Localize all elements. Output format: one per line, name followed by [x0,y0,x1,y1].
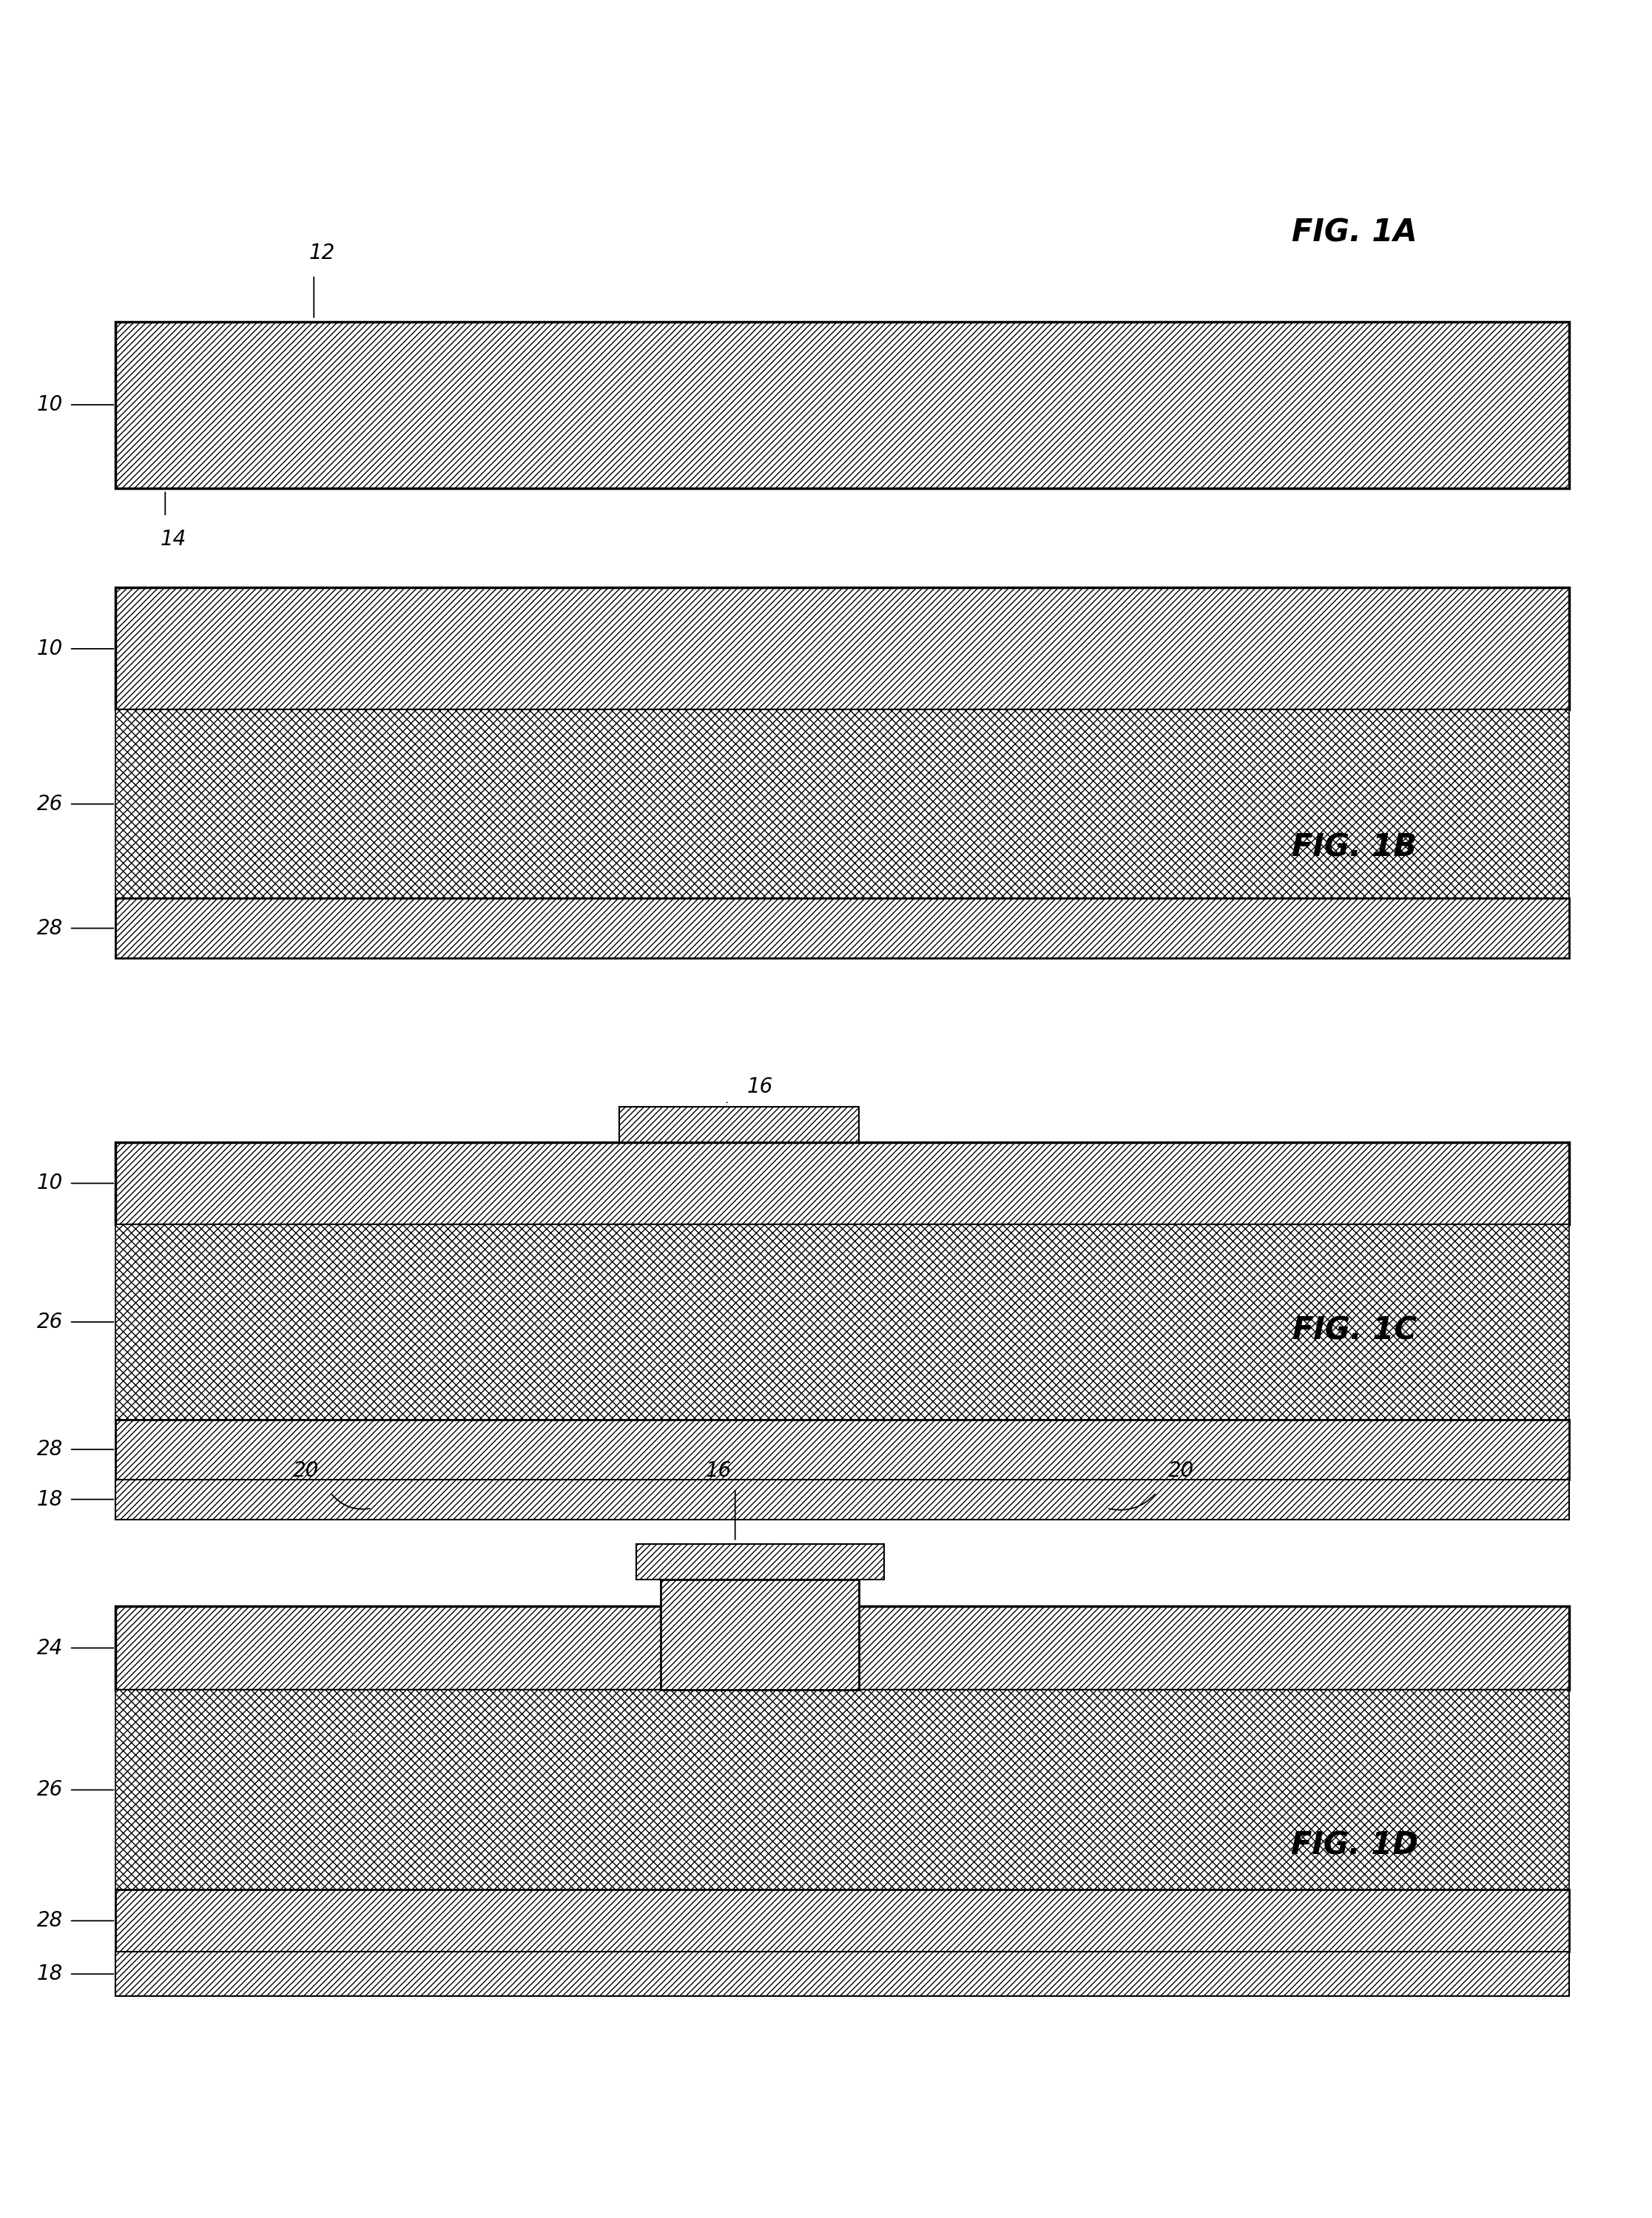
Text: 12: 12 [309,242,335,264]
Text: 28: 28 [36,1439,63,1459]
Bar [661,1579,859,1690]
Text: 10: 10 [36,639,63,659]
Text: 16: 16 [705,1459,732,1482]
Bar [620,1107,859,1142]
Bar [116,1890,1569,1952]
Text: FIG. 1C: FIG. 1C [1292,1315,1417,1346]
Text: FIG. 1B: FIG. 1B [1292,832,1417,863]
Text: 10: 10 [36,1173,63,1193]
Text: 18: 18 [36,1488,63,1510]
Text: 24: 24 [36,1637,63,1659]
Text: 20: 20 [1168,1459,1194,1482]
Bar [116,322,1569,488]
Text: FIG. 1D: FIG. 1D [1292,1830,1417,1861]
Bar [116,588,1569,710]
Bar [116,1420,1569,1479]
Bar [116,898,1569,958]
Bar [116,1224,1569,1420]
Text: 14: 14 [160,528,187,550]
Bar [116,1142,1569,1224]
Bar [636,1544,884,1579]
Bar [116,1690,1569,1890]
Bar [116,1479,1569,1519]
Text: FIG. 1A: FIG. 1A [1292,217,1417,248]
Text: 26: 26 [36,794,63,814]
Text: 26: 26 [36,1779,63,1801]
Text: 28: 28 [36,918,63,938]
Text: 28: 28 [36,1910,63,1932]
Bar [116,1606,1569,1690]
Bar [116,710,1569,898]
Text: 18: 18 [36,1963,63,1985]
Text: 10: 10 [36,395,63,415]
Text: 20: 20 [292,1459,319,1482]
Text: 26: 26 [36,1311,63,1333]
Bar [116,1952,1569,1996]
Text: 16: 16 [747,1076,773,1098]
